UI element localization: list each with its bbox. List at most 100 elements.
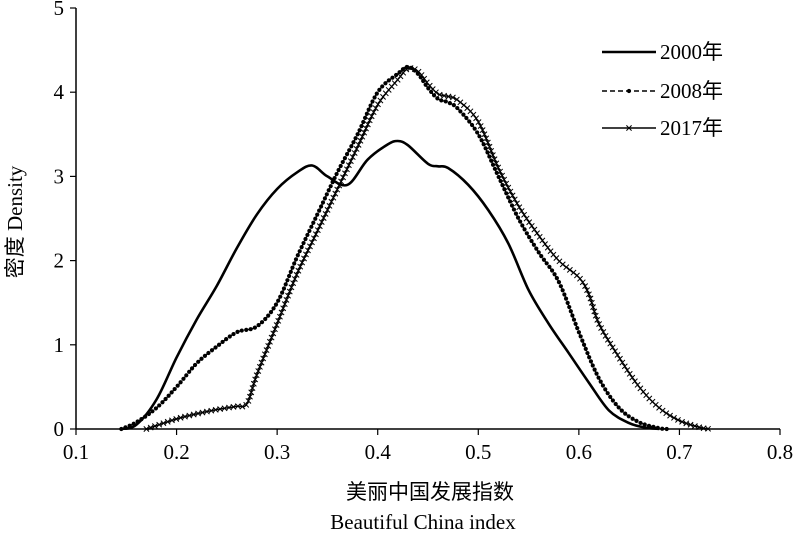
series-2-marker [276, 298, 281, 303]
x-tick-label: 0.7 [666, 440, 692, 464]
series-3-marker [173, 416, 180, 422]
series-2-marker [383, 81, 388, 86]
series-3-marker [587, 295, 594, 302]
series-3-marker [407, 65, 414, 72]
series-3-marker [516, 204, 523, 211]
series-3-marker [691, 423, 698, 429]
series-3-marker [600, 329, 607, 335]
series-2-marker [483, 146, 488, 151]
series-3-marker [278, 309, 285, 316]
series-2-marker [619, 408, 624, 413]
series-2-marker [357, 128, 362, 133]
series-3-marker [418, 72, 425, 79]
series-3-marker [499, 172, 506, 179]
series-2-marker [509, 203, 515, 208]
series-2-marker [596, 375, 601, 380]
series-2-marker [560, 288, 565, 293]
series-2-marker [598, 379, 603, 384]
series-2-marker [146, 411, 151, 417]
y-tick-label: 3 [54, 164, 65, 188]
series-2-marker [513, 211, 519, 216]
series-2-marker [303, 236, 308, 242]
series-3-marker [631, 378, 638, 385]
series-3-marker [609, 344, 616, 351]
series-2-marker [539, 254, 544, 259]
series-3-marker [614, 351, 621, 358]
series-3-marker [397, 73, 404, 80]
series-2-marker [311, 220, 316, 225]
series-2-marker [570, 313, 575, 318]
series-3-marker [160, 420, 167, 427]
series-3-marker [671, 414, 677, 421]
legend-item-2: 2008年 [602, 79, 723, 103]
series-3-marker [667, 412, 674, 419]
series-3-marker [281, 301, 288, 308]
series-3-marker [324, 206, 331, 213]
series-2-marker [544, 261, 549, 266]
series-3-marker [582, 283, 589, 290]
series-3-marker [626, 370, 633, 377]
series-2-marker [585, 350, 590, 356]
x-axis-title: 美丽中国发展指数 [346, 480, 514, 504]
series-2-marker [567, 304, 572, 310]
series-3-marker [342, 170, 348, 177]
series-2-marker [290, 265, 295, 270]
series-2-line [121, 66, 670, 430]
series-2-marker [400, 67, 406, 72]
series-3-marker [470, 111, 477, 118]
x-tick-label: 0.2 [163, 440, 189, 464]
series-3-marker [355, 141, 362, 148]
series-3-marker [590, 304, 597, 311]
series-3-marker [377, 97, 384, 104]
series-3-marker [616, 355, 623, 362]
series-3-marker [263, 347, 270, 354]
series-3-marker [481, 131, 488, 138]
series-3-marker [526, 219, 533, 226]
series-2-marker [160, 400, 165, 405]
series-2-marker [266, 313, 271, 318]
series-3-marker [624, 367, 631, 374]
series-3-marker [261, 351, 268, 358]
series-3-marker [305, 247, 311, 254]
series-3-marker [361, 129, 368, 136]
series-2-marker [139, 417, 144, 422]
series-2-marker [527, 235, 532, 240]
series-2-marker [199, 356, 204, 361]
series-3-marker [181, 413, 188, 420]
series-2-marker [127, 423, 132, 428]
y-tick-label: 4 [54, 80, 65, 104]
series-2-marker [583, 346, 588, 352]
series-2-marker [235, 329, 240, 335]
series-3-marker [353, 146, 360, 152]
series-2-marker [332, 175, 337, 181]
series-2-marker [268, 309, 274, 315]
series-3-marker [380, 93, 386, 100]
plot-area [119, 64, 712, 432]
series-2-marker [558, 284, 563, 289]
series-3-marker [310, 235, 317, 242]
series-2-marker [189, 366, 195, 371]
series-3-marker [151, 423, 158, 430]
series-3-marker [375, 101, 381, 108]
series-2-marker [252, 325, 257, 330]
series-2-marker [163, 396, 168, 402]
series-3-marker [477, 123, 484, 129]
series-2-marker [153, 406, 159, 411]
series-3-marker [521, 211, 528, 218]
series-3-marker [368, 113, 375, 120]
series-3-marker [602, 332, 609, 339]
series-3-marker [312, 231, 319, 238]
series-2-marker [227, 334, 232, 339]
series-3-marker [286, 288, 293, 295]
series-2-marker [273, 302, 279, 307]
series-2-marker [328, 184, 333, 189]
x-tick-label: 0.5 [465, 440, 491, 464]
series-2-marker [390, 75, 395, 80]
series-2-marker [278, 294, 283, 299]
series-2-marker [623, 411, 628, 416]
series-2-marker [531, 242, 537, 247]
series-2-marker [590, 363, 595, 368]
series-3-marker [245, 397, 252, 404]
series-2-marker [263, 316, 268, 322]
x-tick-label: 0.4 [365, 440, 392, 464]
